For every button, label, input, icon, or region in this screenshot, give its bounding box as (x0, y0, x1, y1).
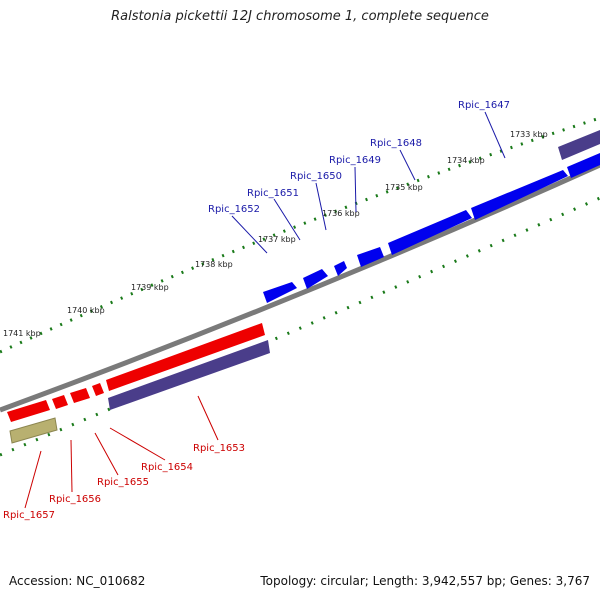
callout-rpic-1650 (315, 182, 327, 231)
genome-summary-text: Topology: circular; Length: 3,942,557 bp… (260, 574, 590, 588)
gene-rpic-1652[interactable] (263, 282, 297, 303)
gene-rpic-1656[interactable] (52, 395, 68, 409)
tick-label: 1735 kbp (385, 183, 423, 192)
callout-rpic-1654 (109, 427, 166, 461)
gene-rpic-1655[interactable] (70, 388, 90, 403)
callout-rpic-1651 (273, 198, 301, 241)
gene-rpic-1647-a[interactable] (471, 170, 568, 220)
pseudo-feature[interactable] (9, 417, 58, 444)
chromosome-backbone (0, 162, 600, 413)
gene-label: Rpic_1649 (329, 155, 381, 166)
callout-rpic-1656 (70, 439, 73, 493)
outer-tick-guide (0, 116, 600, 354)
gene-rpic-1647-b[interactable] (567, 153, 600, 178)
tick-label: 1741 kbp (3, 329, 41, 338)
tick-label: 1734 kbp (447, 156, 485, 165)
map-title: Ralstonia pickettii 12J chromosome 1, co… (111, 9, 489, 24)
gene-label: Rpic_1647 (458, 100, 510, 111)
gene-rpic-1653[interactable] (106, 323, 265, 391)
gene-rpic-1657[interactable] (7, 400, 50, 422)
inner-tick-guide (0, 196, 600, 457)
gene-label: Rpic_1653 (193, 443, 245, 454)
gene-rpic-1649[interactable] (357, 247, 384, 267)
gene-label: Rpic_1652 (208, 204, 260, 215)
gene-label: Rpic_1651 (247, 188, 299, 199)
tick-label: 1739 kbp (131, 283, 169, 292)
gene-label: Rpic_1654 (141, 462, 193, 473)
gene-label: Rpic_1656 (49, 494, 101, 505)
callout-rpic-1655 (94, 432, 119, 476)
tick-label: 1740 kbp (67, 306, 105, 315)
feature-band-lower[interactable] (108, 340, 270, 410)
gene-rpic-1650[interactable] (334, 261, 347, 276)
gene-rpic-1651[interactable] (303, 269, 328, 289)
gene-label: Rpic_1648 (370, 138, 422, 149)
callout-rpic-1647 (484, 111, 506, 159)
feature-band-upper[interactable] (558, 130, 600, 160)
tick-label: 1737 kbp (258, 235, 296, 244)
callout-rpic-1657 (24, 450, 42, 509)
tick-label: 1733 kbp (510, 130, 548, 139)
accession-text: Accession: NC_010682 (9, 574, 146, 588)
callout-rpic-1652 (231, 215, 268, 254)
gene-rpic-1648[interactable] (388, 210, 472, 255)
gene-rpic-1654[interactable] (92, 383, 104, 396)
gene-label: Rpic_1655 (97, 477, 149, 488)
tick-label: 1738 kbp (195, 260, 233, 269)
gene-label: Rpic_1657 (3, 510, 55, 521)
tick-label: 1736 kbp (322, 209, 360, 218)
callout-rpic-1648 (399, 149, 416, 181)
gene-label: Rpic_1650 (290, 171, 342, 182)
callout-rpic-1653 (197, 395, 219, 441)
callout-rpic-1649 (354, 166, 357, 213)
